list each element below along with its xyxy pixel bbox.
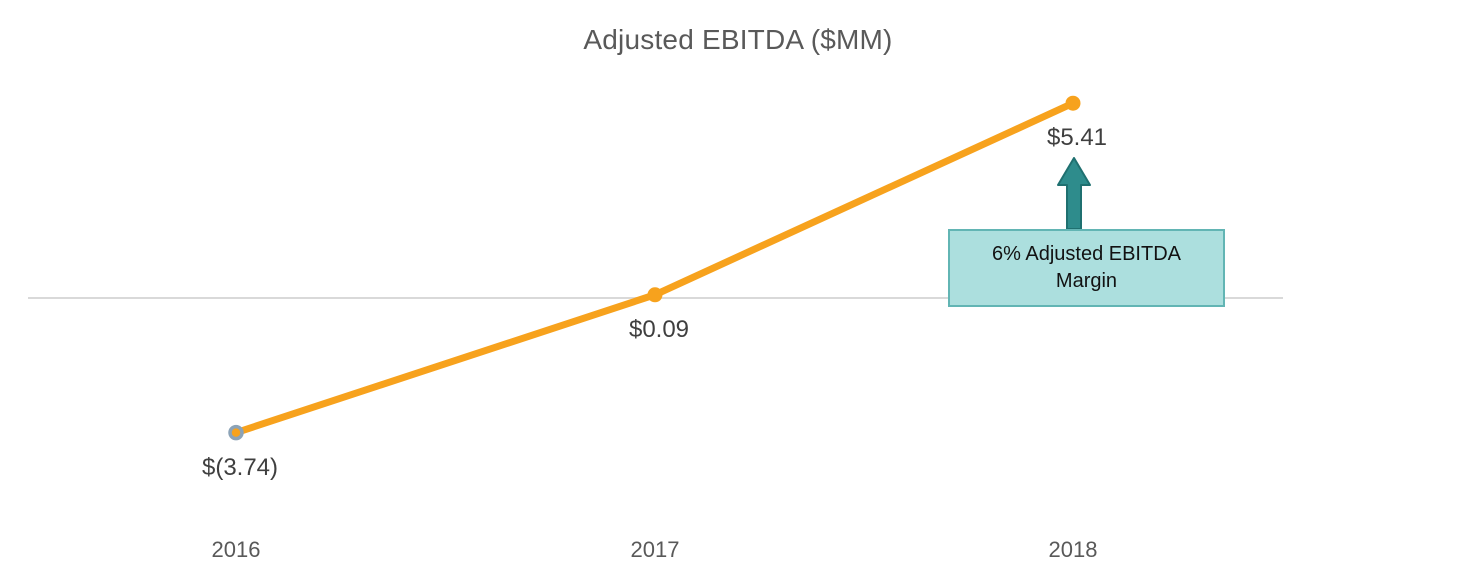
marker-2018 bbox=[1065, 95, 1081, 111]
axis-label-2017: 2017 bbox=[630, 537, 680, 562]
data-label-2018: $5.41 bbox=[1046, 124, 1108, 152]
marker-2017 bbox=[647, 287, 663, 303]
chart-title: Adjusted EBITDA ($MM) bbox=[583, 24, 893, 55]
callout-text-line2: Margin bbox=[1055, 270, 1118, 292]
ebitda-margin-callout: 6% Adjusted EBITDA Margin bbox=[948, 229, 1225, 307]
series-markers bbox=[228, 95, 1081, 441]
marker-2016 bbox=[228, 424, 244, 441]
axis-label-2018: 2018 bbox=[1048, 537, 1098, 562]
data-label-2017: $0.09 bbox=[628, 315, 690, 343]
up-arrow-icon bbox=[1057, 157, 1091, 230]
data-label-2016: $(3.74) bbox=[201, 453, 279, 481]
callout-text-line1: 6% Adjusted EBITDA bbox=[992, 243, 1181, 265]
axis-label-2016: 2016 bbox=[211, 537, 261, 562]
